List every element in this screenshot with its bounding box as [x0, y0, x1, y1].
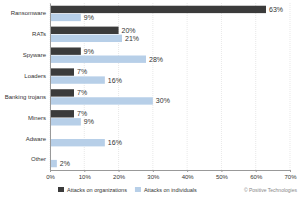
tick-label: 20%: [113, 174, 126, 180]
bar: [50, 160, 57, 167]
category-label: Other: [31, 156, 46, 162]
tick-mark: [221, 170, 222, 172]
category-label: Ransomware: [11, 10, 47, 16]
category-tick: Banking trojans: [5, 94, 50, 100]
grid-line: [255, 3, 256, 170]
grid-line: [187, 3, 188, 170]
bar: [50, 27, 119, 34]
plot: 63%20%9%7%7%7%9%21%28%16%30%9%16%2%0%10%…: [5, 3, 298, 180]
category-label: Spyware: [23, 52, 47, 58]
data-label: 16%: [108, 139, 122, 146]
bar: [50, 56, 146, 63]
category-label: Loaders: [24, 73, 46, 79]
tick-label: 60%: [250, 174, 263, 180]
tick: 70%: [284, 170, 297, 180]
axis-line: [50, 4, 51, 171]
bar: [50, 68, 74, 75]
tick-label: 70%: [284, 174, 297, 180]
data-label: 7%: [77, 89, 87, 96]
tick-label: 50%: [216, 174, 229, 180]
y-axis: Ransomware RATs Spyware Loaders Banking troj…: [5, 4, 51, 171]
tick-label: 30%: [147, 174, 160, 180]
data-label: 16%: [108, 77, 122, 84]
tick: 0%: [46, 170, 55, 180]
grid-line: [221, 3, 222, 170]
data-label: 2%: [60, 160, 70, 167]
bar: [50, 110, 74, 117]
tick: 50%: [216, 170, 229, 180]
grid: [50, 3, 290, 170]
bar: [50, 35, 122, 42]
category-tick: Spyware: [23, 52, 50, 58]
data-label: 21%: [125, 35, 139, 42]
tick: 10%: [79, 170, 92, 180]
tick-mark: [290, 170, 291, 172]
grid-line: [50, 3, 51, 170]
chart: 63%20%9%7%7%7%9%21%28%16%30%9%16%2%0%10%…: [0, 0, 300, 197]
tick-mark: [153, 170, 154, 172]
bar: [50, 97, 153, 104]
category-label: Banking trojans: [5, 94, 46, 100]
x-axis: 0% 10% 20% 30% 40% 50% 60% 70%: [46, 170, 297, 180]
category-tick: Adware: [26, 136, 50, 142]
grid-line: [152, 3, 153, 170]
bar: [50, 76, 105, 83]
category-tick: Miners: [28, 115, 50, 121]
bar: [50, 6, 266, 13]
bar: [50, 118, 81, 125]
data-label: 20%: [122, 27, 136, 34]
category-label: Miners: [28, 115, 46, 121]
data-label: 9%: [84, 118, 94, 125]
tick-label: 10%: [79, 174, 92, 180]
legend-label: Attacks on organizations: [67, 187, 127, 193]
legend-item: Attacks on individuals: [135, 187, 197, 193]
grid-line: [290, 3, 291, 170]
tick: 30%: [147, 170, 160, 180]
tick-mark: [119, 170, 120, 172]
legend-swatch: [58, 187, 64, 192]
category-tick: Loaders: [24, 73, 50, 79]
axis-line: [51, 171, 291, 173]
legend: Attacks on organizations Attacks on indiv…: [58, 187, 197, 193]
category-label: Adware: [26, 136, 47, 142]
tick-mark: [256, 170, 257, 172]
bars: [50, 6, 266, 168]
legend-swatch: [135, 187, 141, 192]
data-label: 9%: [84, 48, 94, 55]
tick-mark: [84, 170, 85, 172]
data-label: 63%: [269, 6, 283, 13]
legend-label: Attacks on individuals: [144, 187, 197, 193]
data-label: 7%: [77, 110, 87, 117]
category-label: RATs: [32, 31, 46, 37]
bar: [50, 89, 74, 96]
tick: 20%: [113, 170, 126, 180]
bar: [50, 47, 81, 54]
bar: [50, 139, 105, 146]
tick-mark: [187, 170, 188, 172]
credit: © Positive Technologies: [244, 187, 298, 193]
category-tick: Ransomware: [11, 10, 50, 16]
data-label: 30%: [156, 97, 170, 104]
tick: 60%: [250, 170, 263, 180]
data-label: 7%: [77, 68, 87, 75]
data-label: 9%: [84, 14, 94, 21]
category-tick: RATs: [32, 31, 50, 37]
tick-label: 40%: [182, 174, 195, 180]
data-label: 28%: [149, 56, 163, 63]
tick: 40%: [182, 170, 195, 180]
legend-item: Attacks on organizations: [58, 187, 127, 193]
tick-label: 0%: [46, 174, 55, 180]
bar: [50, 14, 81, 21]
data-labels: 63%20%9%7%7%7%9%21%28%16%30%9%16%2%: [60, 6, 283, 167]
category-tick: Other: [31, 156, 50, 162]
